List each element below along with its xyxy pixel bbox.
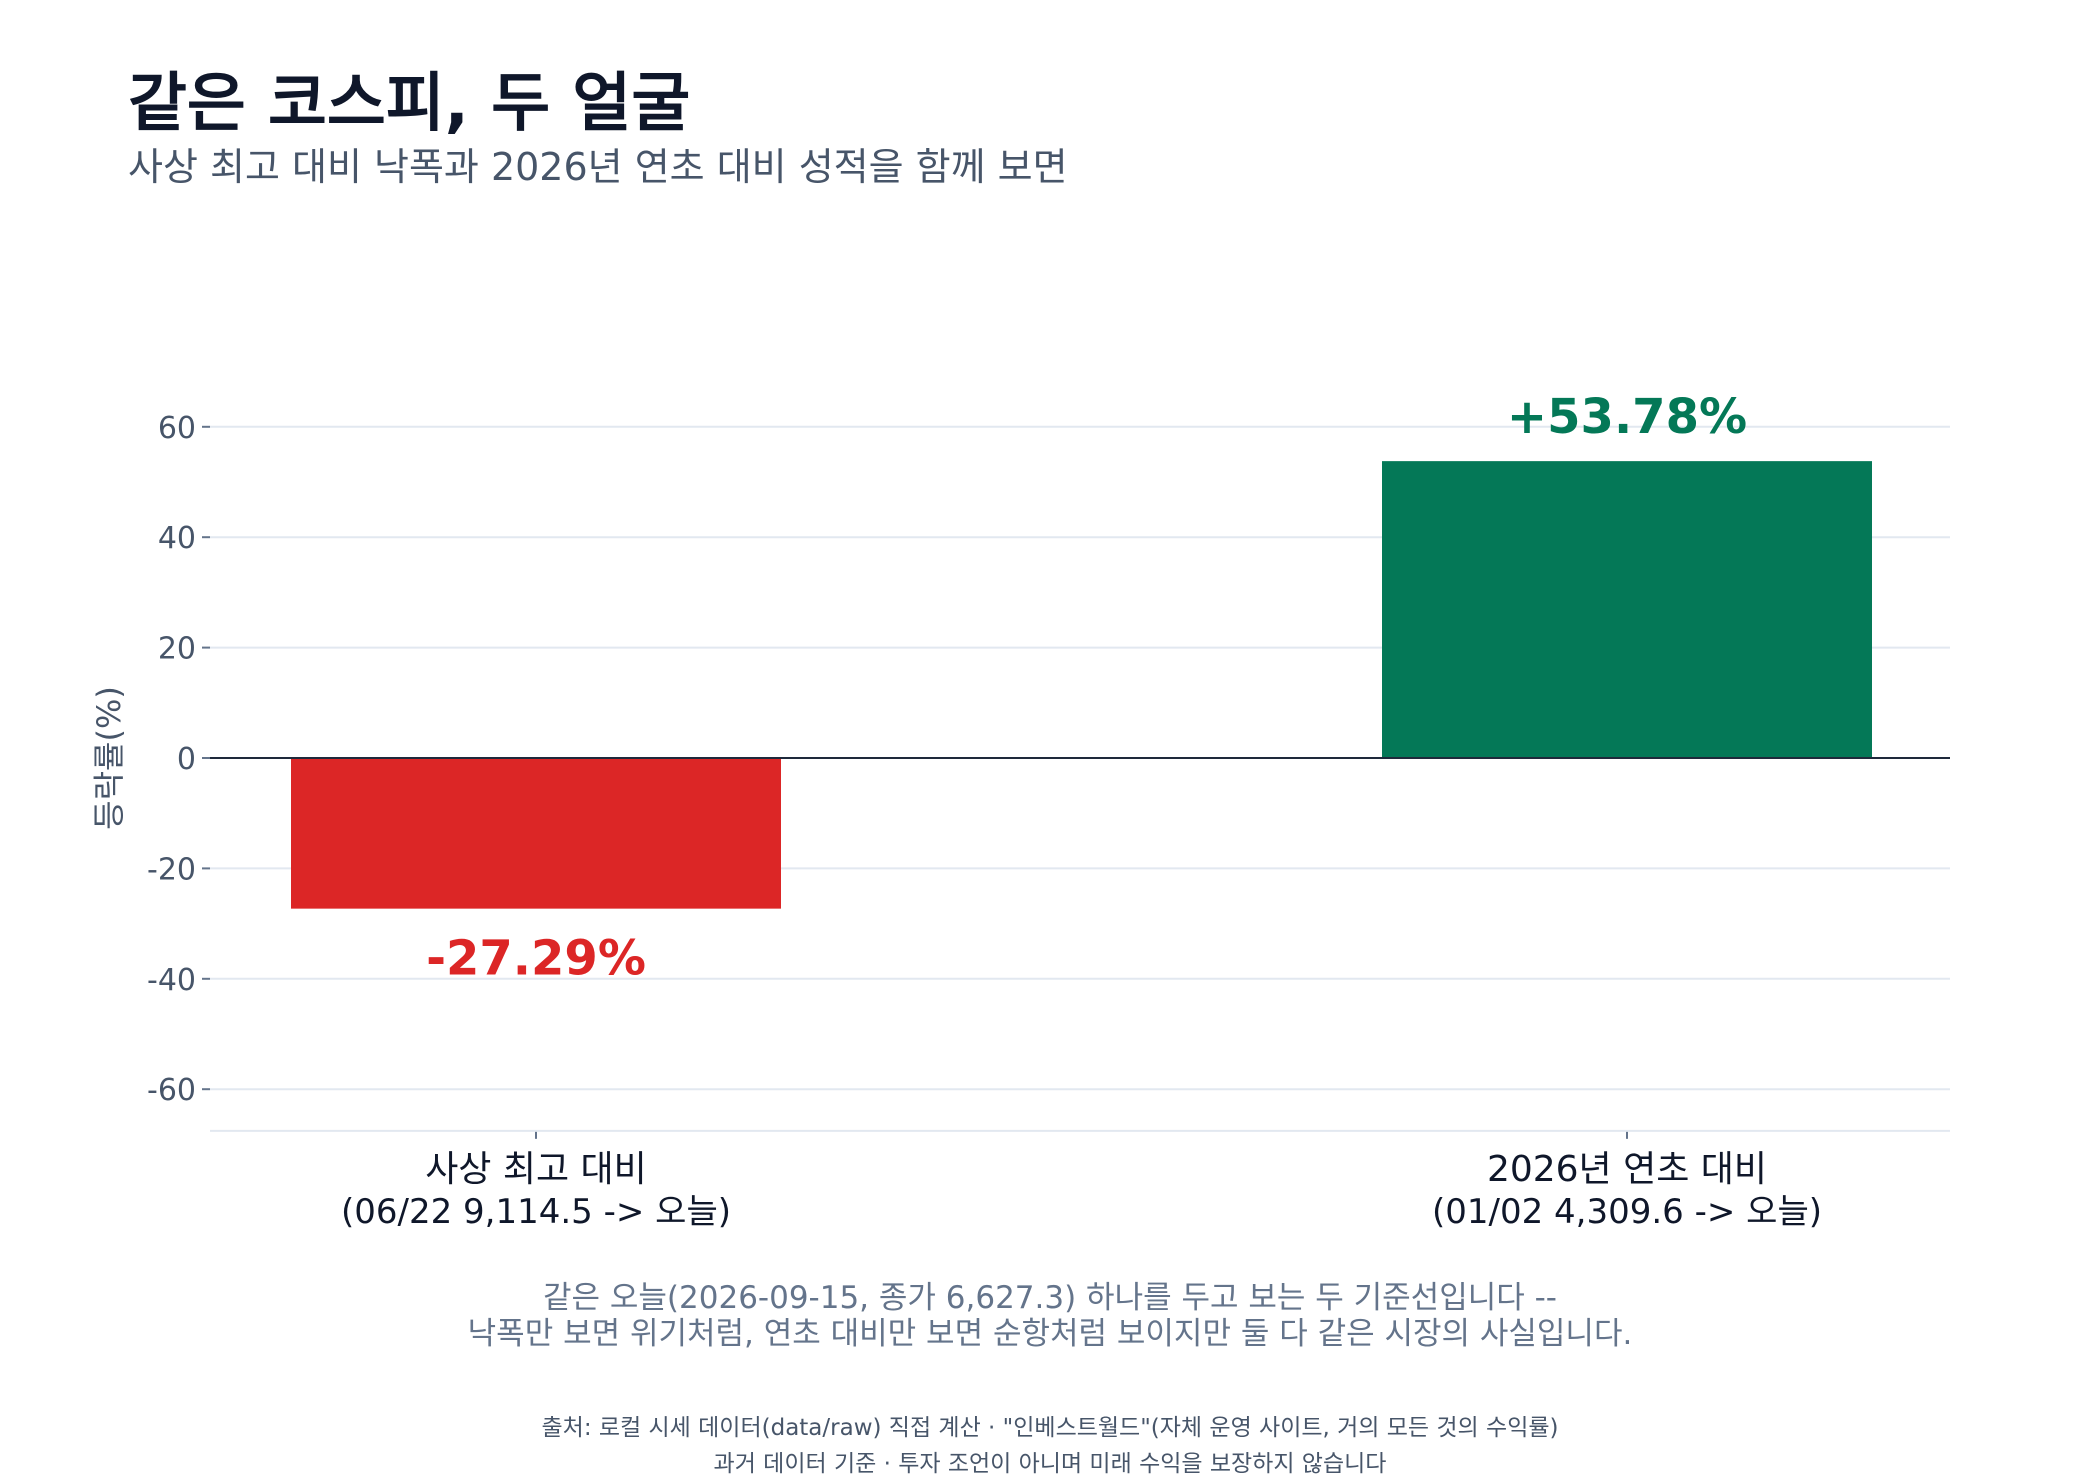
source-line-1: 출처: 로컬 시세 데이터(data/raw) 직접 계산 · "인베스트월드"… (541, 1415, 1559, 1441)
x-tick-sublabel: (06/22 9,114.5 -> 오늘) (341, 1192, 731, 1232)
y-tick-label: 0 (177, 742, 196, 777)
y-axis-label: 등락률(%) (90, 686, 128, 830)
chart-note-line-2: 낙폭만 보면 위기처럼, 연초 대비만 보면 순항처럼 보이지만 둘 다 같은 … (467, 1316, 1633, 1352)
data-label: +53.78% (1507, 389, 1747, 445)
x-tick-sublabel: (01/02 4,309.6 -> 오늘) (1432, 1192, 1822, 1232)
source-line-2: 과거 데이터 기준 · 투자 조언이 아니며 미래 수익을 보장하지 않습니다 (713, 1451, 1387, 1477)
y-tick-label: 40 (158, 521, 196, 556)
chart-subtitle: 사상 최고 대비 낙폭과 2026년 연초 대비 성적을 함께 보면 (128, 145, 1068, 189)
y-tick-label: -20 (147, 852, 196, 887)
y-tick-label: 60 (158, 411, 196, 446)
y-tick-label: -40 (147, 963, 196, 998)
bar (1382, 461, 1872, 758)
x-tick-label: 2026년 연초 대비 (1487, 1149, 1767, 1190)
bar-chart: -60 -40 -20 0 20 40 60 -27.29% 사상 최고 대비(06/22 9… (90, 389, 1950, 1232)
y-tick-label: -60 (147, 1073, 196, 1108)
chart-note-line-1: 같은 오늘(2026-09-15, 종가 6,627.3) 하나를 두고 보는 … (543, 1280, 1557, 1316)
data-label: -27.29% (426, 931, 646, 987)
x-tick-label: 사상 최고 대비 (425, 1149, 647, 1190)
bar (291, 758, 781, 909)
chart-title: 같은 코스피, 두 얼굴 (128, 67, 691, 141)
y-tick-label: 20 (158, 632, 196, 667)
